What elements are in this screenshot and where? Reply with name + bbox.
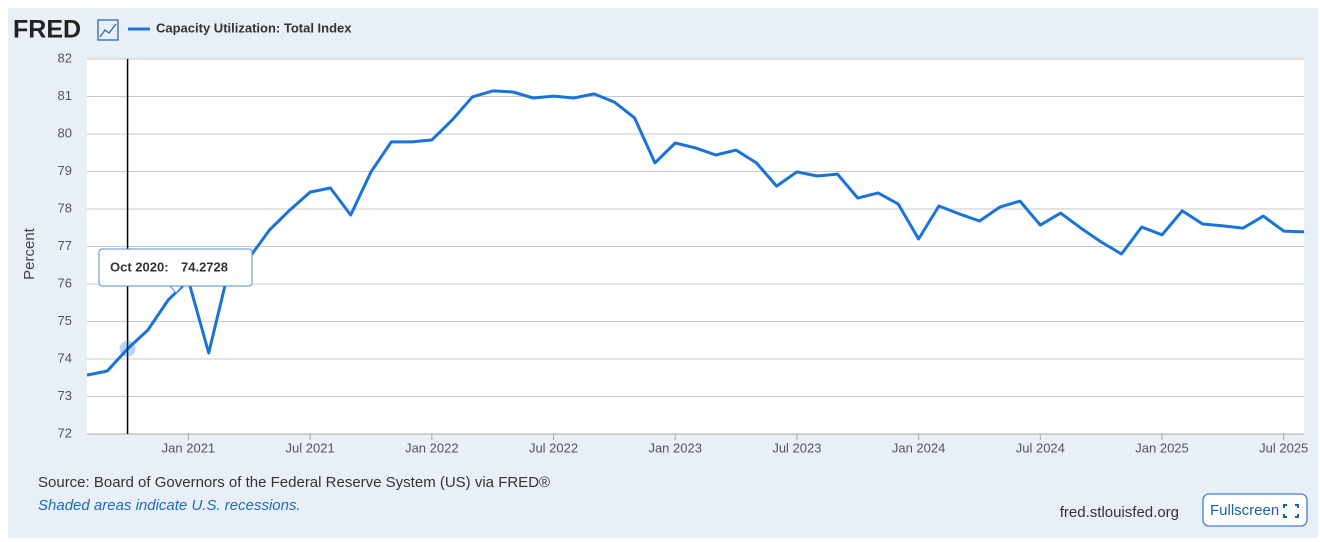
x-tick-label: Jan 2022 [405, 440, 459, 455]
tooltip-value: 74.2728 [181, 259, 228, 274]
data-line [86, 89, 1305, 377]
button-label[interactable]: Fullscreen [1210, 502, 1279, 519]
y-tick-label: 80 [58, 125, 72, 140]
y-tick-label: 81 [58, 88, 72, 103]
tooltip-date: Oct 2020: [110, 259, 169, 274]
y-tick-label: 78 [58, 200, 72, 215]
y-tick-label: 77 [58, 238, 72, 253]
hover-point [119, 340, 136, 357]
y-tick-label: 82 [58, 50, 72, 65]
x-tick-label: Jul 2022 [529, 440, 578, 455]
x-tick-label: Jan 2024 [892, 440, 946, 455]
y-tick-label: 75 [58, 313, 72, 328]
fullscreen-button[interactable]: Fullscreen [1202, 493, 1308, 527]
x-tick-label: Jul 2023 [772, 440, 821, 455]
x-tick-label: Jul 2024 [1016, 440, 1065, 455]
logo: FRED [13, 16, 81, 44]
x-tick-label: Jul 2025 [1259, 440, 1308, 455]
legend-label: Capacity Utilization: Total Index [156, 20, 352, 35]
x-tick-label: Jul 2021 [286, 440, 335, 455]
y-tick-label: 74 [58, 350, 72, 365]
source: Source: Board of Governors of the Federa… [38, 474, 550, 491]
site-link[interactable]: fred.stlouisfed.org [1060, 504, 1179, 521]
y-axis-label: Percent [21, 227, 38, 280]
x-tick-label: Jan 2021 [162, 440, 216, 455]
recession-note: Shaded areas indicate U.S. recessions. [38, 497, 301, 514]
y-tick-label: 79 [58, 163, 72, 178]
y-tick-label: 72 [58, 425, 72, 440]
x-tick-label: Jan 2023 [648, 440, 702, 455]
y-tick-label: 76 [58, 275, 72, 290]
logo-icon [97, 19, 119, 41]
y-tick-label: 73 [58, 388, 72, 403]
tooltip-pointer [168, 285, 184, 294]
x-tick-label: Jan 2025 [1135, 440, 1189, 455]
